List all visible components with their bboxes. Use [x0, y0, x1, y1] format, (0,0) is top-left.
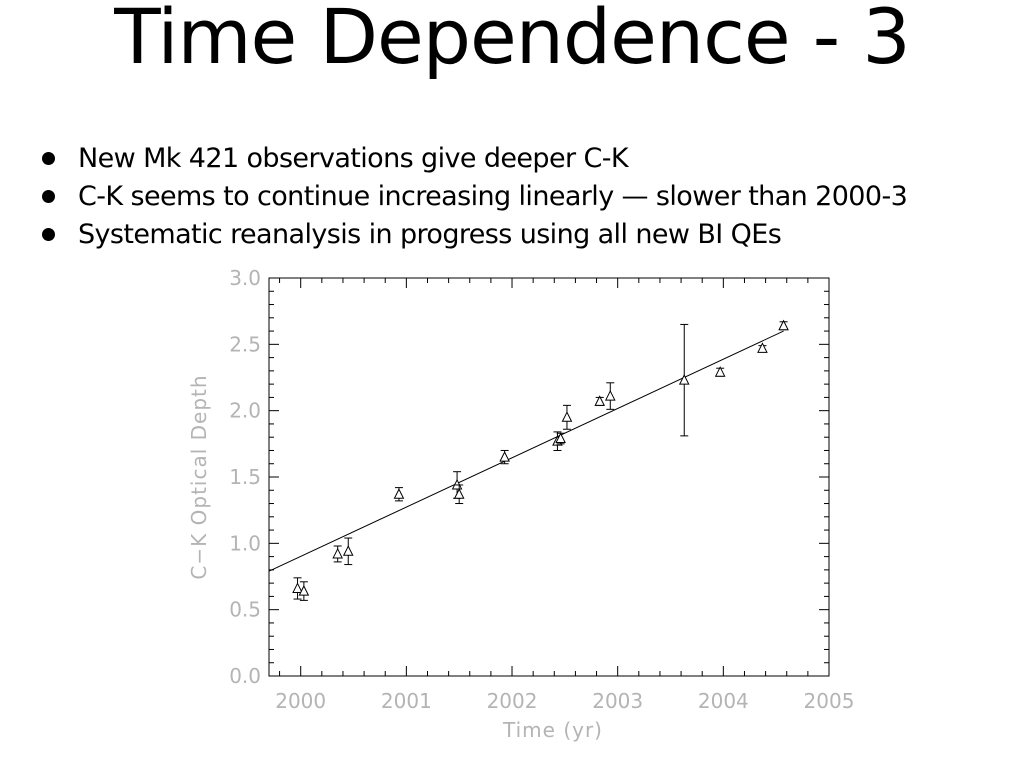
triangle-marker-icon: [342, 545, 354, 556]
data-point: [393, 487, 405, 502]
x-tick-label: 2001: [381, 689, 432, 713]
triangle-marker-icon: [298, 584, 310, 596]
triangle-marker-icon: [714, 366, 726, 377]
triangle-marker-icon: [393, 488, 405, 499]
triangle-marker-icon: [332, 547, 343, 559]
data-point: [298, 581, 310, 601]
bullet-item: C-K seems to continue increasing linearl…: [38, 178, 908, 216]
data-point: [757, 342, 768, 353]
y-tick-label: 0.0: [229, 664, 261, 688]
bullet-text: Systematic reanalysis in progress using …: [78, 219, 782, 250]
data-point: [594, 395, 606, 406]
x-tick-label: 2000: [275, 689, 326, 713]
data-point: [561, 404, 573, 430]
data-point: [714, 366, 726, 377]
y-tick-label: 2.0: [229, 399, 261, 423]
triangle-marker-icon: [453, 488, 465, 499]
x-tick-label: 2002: [487, 689, 538, 713]
bullet-text: C-K seems to continue increasing linearl…: [78, 181, 908, 212]
triangle-marker-icon: [757, 342, 768, 353]
bullet-item: New Mk 421 observations give deeper C-K: [38, 140, 907, 178]
y-axis-title: C−K Optical Depth: [187, 374, 211, 579]
triangle-marker-icon: [555, 432, 566, 444]
triangle-marker-icon: [292, 582, 303, 593]
bullet-dot-icon: [42, 152, 55, 165]
triangle-marker-icon: [499, 450, 510, 462]
data-point: [778, 319, 789, 331]
data-point: [332, 545, 343, 563]
x-axis-title: Time (yr): [502, 718, 603, 742]
triangle-marker-icon: [604, 389, 616, 401]
bullet-dot-icon: [42, 190, 55, 203]
fit-line: [268, 330, 784, 572]
plot-frame: [268, 277, 830, 677]
data-point: [555, 432, 566, 445]
y-tick-label: 0.5: [229, 598, 261, 622]
triangle-marker-icon: [678, 374, 690, 385]
triangle-marker-icon: [561, 411, 573, 422]
data-point: [499, 449, 510, 465]
bullet-item: Systematic reanalysis in progress using …: [38, 216, 907, 254]
y-tick-label: 2.5: [229, 332, 261, 356]
data-point: [678, 323, 690, 437]
x-tick-label: 2004: [698, 689, 749, 713]
x-tick-label: 2005: [804, 689, 855, 713]
axis-ticks: [269, 277, 830, 677]
y-tick-label: 1.0: [229, 531, 261, 555]
data-point: [292, 577, 303, 600]
data-points: [292, 319, 789, 601]
data-point: [453, 484, 465, 505]
bullet-list: New Mk 421 observations give deeper C-K …: [38, 140, 908, 254]
y-tick-label: 1.5: [229, 465, 261, 489]
triangle-marker-icon: [778, 319, 789, 331]
data-point: [604, 382, 616, 410]
data-point: [342, 537, 354, 566]
axis-tick-labels: 2000 2001 2002 2003 2004 2005 0.0 0.5 1.0 1.5 2.0 2…: [229, 266, 854, 713]
bullet-dot-icon: [42, 228, 55, 241]
x-tick-label: 2003: [592, 689, 643, 713]
triangle-marker-icon: [594, 395, 606, 406]
bullet-text: New Mk 421 observations give deeper C-K: [78, 143, 629, 174]
y-tick-label: 3.0: [229, 266, 261, 290]
slide-title: Time Dependence - 3: [114, 0, 910, 81]
